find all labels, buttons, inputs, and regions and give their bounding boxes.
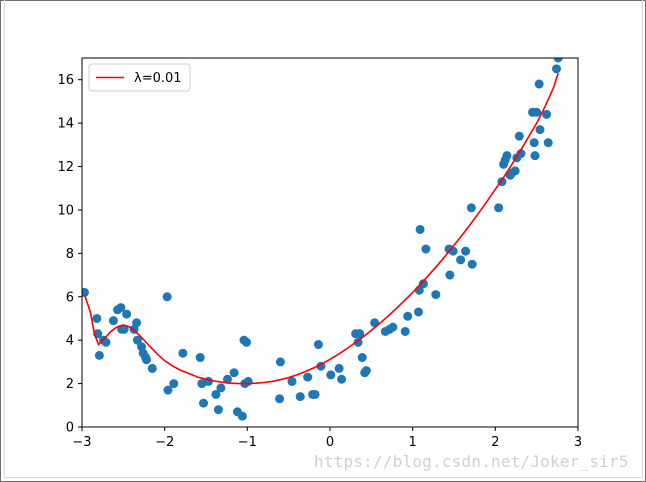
data-point — [502, 151, 512, 161]
data-point — [456, 255, 466, 265]
data-point — [543, 138, 553, 148]
x-tick-label: 1 — [409, 435, 417, 450]
data-point — [211, 389, 221, 399]
data-point — [353, 337, 363, 347]
data-point — [178, 348, 188, 358]
data-point — [169, 379, 179, 389]
data-point — [400, 326, 410, 336]
data-point — [552, 64, 562, 74]
data-point — [237, 411, 247, 421]
fit-line — [83, 72, 559, 385]
data-point — [163, 385, 173, 395]
data-point — [222, 374, 232, 384]
data-point — [310, 389, 320, 399]
data-point — [313, 340, 323, 350]
legend-label: λ=0.01 — [134, 71, 182, 86]
data-point — [542, 109, 552, 119]
data-point — [467, 259, 477, 269]
data-point — [532, 107, 542, 117]
data-point — [415, 224, 425, 234]
data-point — [334, 363, 344, 373]
data-point — [445, 270, 455, 280]
data-point — [357, 353, 367, 363]
data-point — [94, 350, 104, 360]
data-point — [413, 307, 423, 317]
y-tick-label: 0 — [66, 421, 74, 436]
data-point — [534, 79, 544, 89]
data-point — [122, 309, 132, 319]
data-point — [388, 322, 398, 332]
legend: λ=0.01 — [88, 63, 191, 92]
legend-box — [88, 63, 191, 92]
data-point — [303, 372, 313, 382]
x-tick-label: 2 — [491, 435, 499, 450]
data-point — [421, 244, 431, 254]
watermark-text: https://blog.csdn.net/Joker_sir5 — [314, 452, 629, 471]
y-tick-label: 4 — [66, 334, 74, 349]
data-point — [116, 303, 126, 313]
figure-canvas-edge — [4, 0, 643, 478]
data-point — [108, 316, 118, 326]
data-point — [132, 335, 142, 345]
y-tick-label: 16 — [57, 73, 74, 88]
data-point — [199, 398, 209, 408]
data-point — [418, 279, 428, 289]
data-point — [466, 203, 476, 213]
data-point — [141, 355, 151, 365]
x-tick-label: −3 — [72, 435, 91, 450]
y-tick-label: 2 — [66, 377, 74, 392]
data-point — [243, 376, 253, 386]
data-point — [461, 246, 471, 256]
y-tick-label: 10 — [57, 203, 74, 218]
data-point — [535, 125, 545, 135]
data-point — [494, 203, 504, 213]
x-tick-label: −2 — [155, 435, 174, 450]
y-tick-label: 14 — [57, 117, 74, 132]
x-tick-label: 0 — [326, 435, 334, 450]
data-point — [195, 353, 205, 363]
data-point — [275, 394, 285, 404]
data-point — [92, 313, 102, 323]
data-point — [82, 287, 89, 297]
data-point — [162, 292, 172, 302]
data-point — [510, 166, 520, 176]
data-point — [553, 58, 563, 63]
data-point — [403, 311, 413, 321]
data-point — [337, 374, 347, 384]
x-tick-label: 3 — [574, 435, 582, 450]
y-tick-label: 6 — [66, 290, 74, 305]
data-point — [287, 376, 297, 386]
data-point — [213, 405, 223, 415]
data-point — [516, 149, 526, 159]
y-tick-label: 12 — [57, 160, 74, 175]
data-point — [431, 290, 441, 300]
data-point — [355, 329, 365, 339]
x-tick-label: −1 — [238, 435, 257, 450]
data-point — [529, 138, 539, 148]
data-point — [514, 131, 524, 141]
data-point — [326, 370, 336, 380]
data-point — [295, 392, 305, 402]
data-point — [119, 324, 129, 334]
data-point — [132, 318, 142, 328]
scatter-points — [82, 58, 563, 421]
data-point — [275, 357, 285, 367]
y-tick-label: 8 — [66, 247, 74, 262]
data-point — [229, 368, 239, 378]
data-point — [361, 366, 371, 376]
data-point — [530, 151, 540, 161]
data-point — [147, 363, 157, 373]
data-point — [216, 383, 226, 393]
fit-line-layer — [83, 72, 559, 385]
data-point — [242, 337, 252, 347]
